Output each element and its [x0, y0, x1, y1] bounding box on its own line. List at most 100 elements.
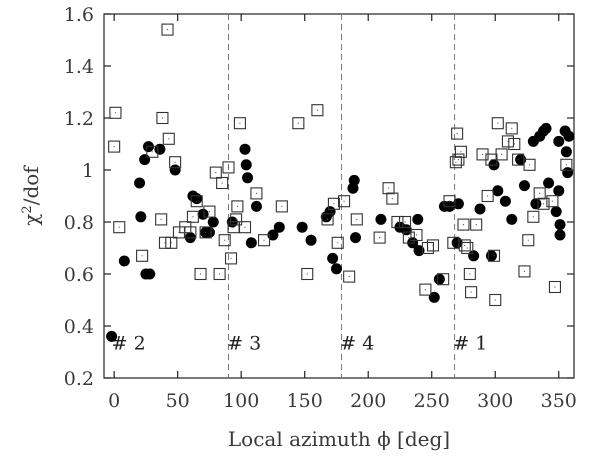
data-point-circle — [239, 143, 251, 155]
data-point-circle — [553, 135, 565, 147]
data-point-square-center — [442, 278, 444, 280]
y-tick-labels: 0.2 0.4 0.6 0.8 1 1.2 1.4 1.6 — [64, 4, 94, 390]
data-point-square — [399, 215, 412, 229]
data-point-square — [560, 158, 573, 171]
data-point-square — [386, 192, 399, 205]
data-point-square-center — [174, 161, 176, 163]
data-point-square — [165, 236, 178, 249]
data-point-square-center — [424, 289, 426, 291]
data-point-square — [218, 234, 231, 247]
data-point-circle — [474, 203, 486, 215]
data-point-square-center — [166, 29, 169, 31]
data-point-square-center — [507, 140, 509, 142]
data-point-square-center — [114, 112, 117, 114]
data-point-circle — [134, 177, 146, 189]
data-point-square-center — [160, 218, 162, 220]
data-point-square-center — [316, 109, 319, 111]
data-point-square — [292, 117, 305, 130]
data-point-square — [209, 166, 222, 179]
data-point-square-center — [391, 198, 393, 200]
data-point-circle — [468, 250, 480, 262]
data-point-square — [199, 226, 212, 239]
x-tick-label: 0 — [108, 390, 120, 412]
data-point-square — [338, 195, 351, 208]
data-point-square — [508, 137, 521, 151]
data-point-square — [546, 195, 559, 208]
data-point-square — [203, 205, 216, 218]
data-point-square — [213, 267, 226, 281]
data-point-square-center — [168, 138, 170, 140]
data-point-square — [184, 226, 197, 239]
data-point-square-center — [218, 273, 221, 275]
data-point-square-center — [178, 231, 180, 233]
data-point-circle — [240, 159, 252, 171]
data-point-square — [419, 283, 432, 296]
data-point-circle — [197, 208, 209, 220]
data-point-square-center — [497, 122, 499, 124]
data-point-square — [426, 239, 440, 252]
data-point-square-center — [517, 159, 519, 161]
data-point-square-center — [469, 273, 471, 275]
data-point-square-center — [244, 226, 246, 228]
data-point-square-center — [565, 164, 567, 166]
sector-annotations: # 2 # 3 # 4 # 1 — [112, 332, 488, 354]
data-point-square-center — [239, 122, 241, 124]
x-tick-label: 50 — [166, 390, 190, 412]
data-point-square-center — [326, 218, 329, 220]
data-point-square — [169, 156, 182, 169]
data-point-square-center — [221, 182, 223, 184]
data-point-square — [443, 195, 456, 208]
data-point-circle — [118, 255, 130, 267]
data-point-square — [451, 127, 464, 140]
data-point-circle — [540, 122, 552, 134]
plot-frame — [103, 13, 575, 379]
data-point-circle — [499, 195, 511, 207]
data-point-square-center — [408, 237, 410, 239]
data-point-circle — [267, 229, 279, 241]
data-point-circle — [296, 221, 308, 233]
data-point-square — [452, 153, 465, 166]
data-point-square-center — [224, 239, 226, 241]
data-point-square — [327, 197, 340, 210]
data-point-circle — [242, 172, 254, 184]
data-point-square-center — [513, 143, 515, 145]
data-point-square-center — [542, 203, 545, 205]
data-point-square-center — [475, 224, 477, 226]
data-point-square — [523, 158, 536, 171]
data-point-square-center — [141, 255, 143, 257]
data-point-square-center — [348, 276, 350, 278]
data-point-square-center — [113, 146, 115, 148]
data-point-circle — [554, 229, 566, 241]
data-point-square-center — [500, 153, 503, 155]
data-point-square — [461, 241, 474, 255]
data-point-square — [491, 117, 504, 130]
data-point-circle — [350, 232, 362, 244]
axis-ticks — [104, 13, 574, 379]
y-axis-label-base: χ — [19, 214, 43, 226]
data-point-square-center — [227, 166, 230, 168]
data-point-circle — [563, 130, 575, 142]
data-point-square-center — [487, 195, 489, 197]
series-filled-circles — [106, 122, 575, 342]
x-axis-label: Local azimuth ϕ [deg] — [228, 427, 450, 451]
data-point-square-center — [161, 117, 164, 119]
data-point-circle — [452, 198, 464, 210]
data-point-square — [113, 221, 126, 234]
data-point-square — [161, 23, 174, 36]
data-point-square-center — [511, 127, 513, 129]
data-point-square-center — [455, 161, 457, 163]
data-point-circle — [305, 234, 317, 246]
data-point-circle — [324, 206, 336, 218]
data-point-square-center — [527, 239, 529, 241]
sector-label: # 2 — [112, 332, 146, 354]
data-point-square-center — [490, 159, 493, 161]
data-point-square — [458, 239, 471, 252]
data-point-circle — [375, 213, 387, 225]
data-point-circle — [139, 154, 151, 166]
data-point-square — [230, 213, 243, 226]
data-point-square-center — [551, 200, 554, 202]
data-point-square-center — [208, 211, 211, 213]
x-tick-label: 250 — [414, 390, 450, 412]
data-point-square — [109, 106, 122, 119]
